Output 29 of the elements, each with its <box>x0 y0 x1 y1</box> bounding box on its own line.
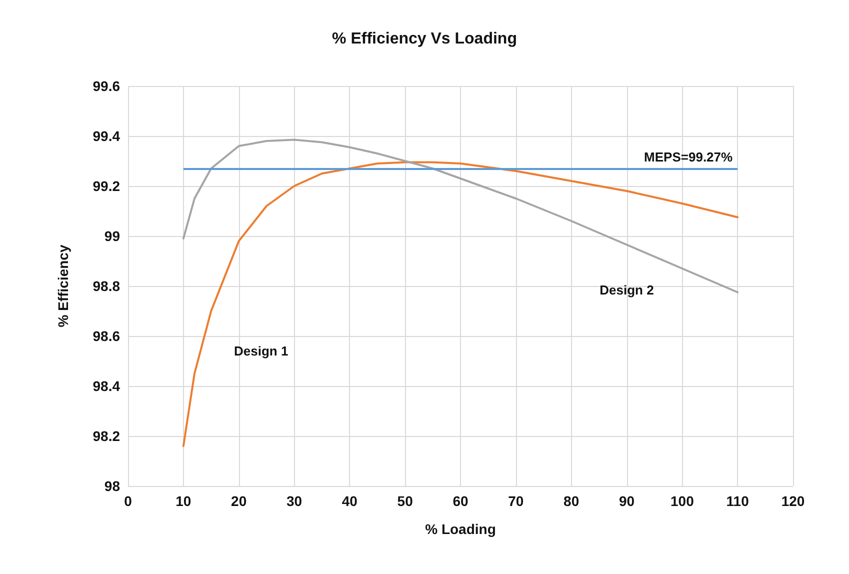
line-series <box>182 161 739 447</box>
y-tick-label: 99 <box>104 228 120 244</box>
y-tick-label: 98 <box>104 478 120 494</box>
x-tick-label: 70 <box>508 493 524 509</box>
x-tick-label: 40 <box>342 493 358 509</box>
x-tick-label: 90 <box>618 493 635 509</box>
y-tick-label: 99.4 <box>92 128 120 144</box>
y-tick-label: 99.6 <box>92 78 120 94</box>
y-tick-label: 99.2 <box>92 178 120 194</box>
y-tick-label: 98.6 <box>92 328 120 344</box>
x-tick-label: 120 <box>781 493 805 509</box>
chart-title: % Efficiency Vs Loading <box>332 30 517 48</box>
x-tick-label: 30 <box>286 493 302 509</box>
ref-line-label: MEPS=99.27% <box>644 150 734 164</box>
series-label: Design 2 <box>600 282 654 298</box>
x-axis-title: % Loading <box>425 521 496 537</box>
text: Design 1 <box>234 344 288 358</box>
x-tick-label: 80 <box>564 493 580 509</box>
x-tick-label: 60 <box>452 493 468 509</box>
y-tick-label: 98.8 <box>92 278 120 294</box>
x-tick-label: 100 <box>670 493 694 509</box>
x-tick-label: 0 <box>124 493 132 509</box>
y-tick-label: 98.4 <box>92 378 120 394</box>
x-tick-label: 20 <box>231 493 247 509</box>
x-tick-label: 10 <box>176 493 192 509</box>
x-tick-label: 110 <box>726 493 750 509</box>
x-tick-label: 50 <box>397 493 414 509</box>
y-tick-label: 98.2 <box>92 428 120 444</box>
y-axis-title: % Efficiency <box>55 244 71 328</box>
